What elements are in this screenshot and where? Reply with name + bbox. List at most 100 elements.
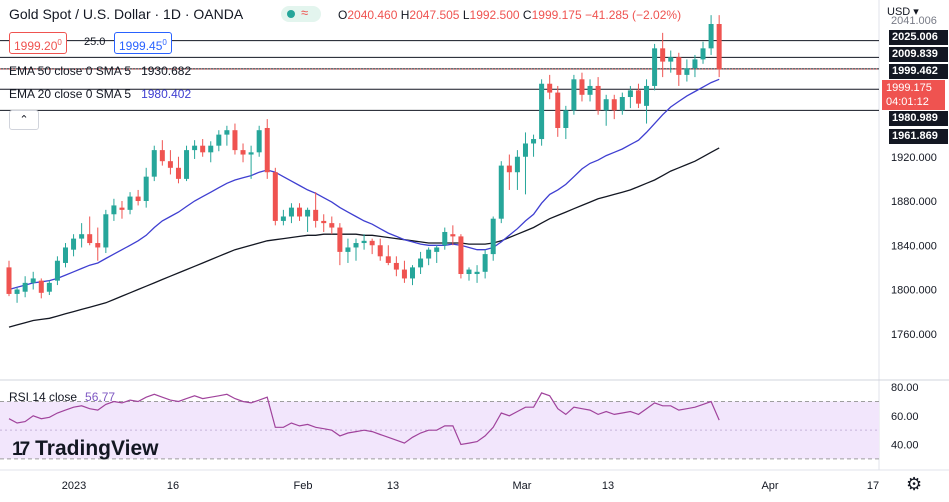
candle-body [684,68,690,75]
candle-body [54,260,60,281]
candle-body [280,216,286,221]
candle [46,280,52,296]
wave-icon: ≈ [301,5,309,20]
candle-body [264,127,270,173]
date-tick-label: 17 [867,480,879,492]
chevron-down-icon: ▾ [913,6,919,18]
symbol-title[interactable]: Gold Spot / U.S. Dollar · 1D · OANDA [9,6,244,22]
candle-body [119,207,125,210]
rsi-legend[interactable]: RSI 14 close 56.77 [9,390,115,404]
currency-selector[interactable]: USD ▾ [887,5,919,18]
candle-body [603,99,609,111]
candle [547,74,553,100]
indicator-ema20-value: 1980.402 [141,87,192,101]
candle [579,72,585,102]
open-label: O [338,8,348,22]
candle-body [635,90,641,104]
candle [531,134,537,157]
candle-body [200,145,206,153]
candle-body [297,207,303,217]
candle [700,41,706,64]
candle-body [514,156,520,173]
candle [329,216,335,235]
candle [498,161,504,224]
candle [522,132,528,195]
rsi-tick-label: 40.00 [891,440,919,452]
currency-label: USD [887,6,911,18]
date-tick-label: 16 [167,480,179,492]
candle [660,32,666,78]
candle-body [184,150,190,179]
candle-body [442,231,448,246]
candle [95,227,101,261]
candle-body [644,85,650,106]
open-value: 2040.460 [347,8,398,22]
candle [321,214,327,232]
candle [216,130,222,152]
candle-body [716,24,722,70]
candle-body [272,172,278,221]
candle [635,83,641,109]
candle-body [240,150,246,155]
indicator-ema20-legend[interactable]: EMA 20 close 0 SMA 5 1980.402 [9,87,191,101]
candle [208,141,214,163]
candle-body [288,207,294,217]
candle [103,209,109,253]
candle [305,207,311,232]
buy-button[interactable]: 1999.450 [114,32,172,54]
candle [466,267,472,281]
candle [264,119,270,179]
candle [490,216,496,261]
candle-body [175,167,181,179]
candle [401,260,407,283]
candle-body [539,83,545,140]
candle [506,154,512,190]
candle [361,234,367,250]
candle [167,150,173,175]
candle [119,201,125,219]
candle [652,43,658,91]
candle [224,125,230,146]
candle-body [62,247,68,263]
tradingview-logo: 17 TradingView [12,437,158,461]
candle-body [151,150,157,177]
candle [692,54,698,78]
candle-body [369,240,375,246]
candle-body [490,218,496,255]
candle-body [563,110,569,128]
candle [151,145,157,182]
candle-body [305,209,311,217]
candle-body [377,245,383,257]
candle-body [22,282,28,292]
candle [434,245,440,263]
ema20-line [8,78,720,291]
candle-body [30,278,36,283]
candle-body [208,145,214,153]
level-label: 1999.462 [889,64,948,79]
candle-body [71,238,77,250]
candle [79,223,85,248]
candle [280,209,286,226]
candle-body [313,209,319,221]
candle [684,59,690,82]
sell-button[interactable]: 1999.200 [9,32,67,54]
indicator-ema50-label: EMA 50 close 0 SMA 5 [9,64,132,78]
buy-price-sup: 0 [162,38,167,47]
candle-body [345,247,351,252]
market-open-dot-icon [287,10,295,18]
candle-body [6,267,12,294]
candle [192,140,198,159]
candle-body [506,165,512,173]
candle-body [676,57,682,75]
collapse-legend-button[interactable]: ⌃ [9,110,39,130]
gear-icon[interactable]: ⚙ [906,474,923,494]
indicator-ema50-legend[interactable]: EMA 50 close 0 SMA 5 1930.682 [9,64,191,78]
candle [393,256,399,277]
candle-body [127,196,133,210]
candle [288,203,294,224]
market-status-indicator[interactable]: ≈ [281,5,321,22]
spread-value: 25.0 [84,36,106,48]
candle [6,260,12,297]
candle-body [103,214,109,248]
